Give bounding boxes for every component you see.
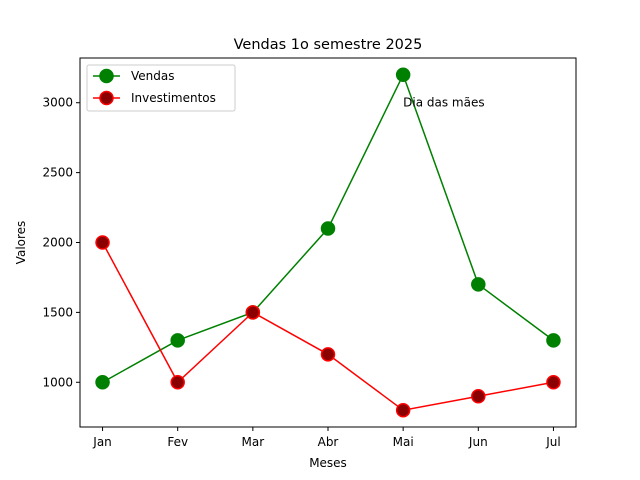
- legend-item: Investimentos: [93, 90, 216, 106]
- legend-marker: [99, 90, 114, 106]
- x-tick-label: Mai: [393, 435, 414, 449]
- x-axis: Jan Fev Mar Abr Mai Jun Jul: [92, 427, 561, 449]
- series-line: [101, 242, 554, 412]
- series-layer: [95, 67, 561, 418]
- legend: Vendas Investimentos: [86, 64, 236, 112]
- x-tick-label: Jan: [92, 435, 112, 449]
- y-tick-label: 2500: [42, 166, 73, 180]
- y-axis: 1000 1500 2000 2500 3000: [42, 96, 80, 389]
- plot-area-frame: [79, 57, 577, 428]
- data-point: [320, 347, 336, 362]
- data-point: [245, 305, 261, 320]
- legend-marker: [99, 68, 114, 84]
- data-point: [395, 402, 411, 418]
- data-point: [95, 235, 110, 250]
- x-axis-label: Meses: [309, 456, 347, 470]
- y-tick-label: 2000: [42, 236, 73, 250]
- y-axis-label: Valores: [14, 221, 28, 265]
- chart-title: Vendas 1o semestre 2025: [234, 37, 423, 53]
- y-tick-label: 1500: [42, 305, 73, 319]
- x-tick-label: Jul: [545, 435, 560, 449]
- data-point: [546, 333, 561, 348]
- series-investimentos: [95, 235, 561, 418]
- annotation-label: Dia das mães: [403, 96, 484, 110]
- data-point: [170, 333, 185, 348]
- annotation-layer: Dia das mães: [403, 96, 484, 110]
- data-point: [170, 375, 185, 390]
- legend-label: Investimentos: [131, 91, 216, 105]
- x-tick-label: Abr: [318, 435, 339, 449]
- data-point: [320, 221, 336, 236]
- legend-frame: [86, 64, 236, 112]
- series-vendas: [95, 67, 561, 390]
- data-point: [546, 375, 561, 390]
- data-point: [95, 375, 110, 390]
- y-tick-label: 3000: [42, 96, 73, 110]
- x-tick-label: Jun: [468, 435, 488, 449]
- y-tick-label: 1000: [42, 375, 73, 389]
- data-point: [471, 389, 486, 404]
- data-point: [471, 277, 486, 292]
- legend-label: Vendas: [131, 69, 175, 83]
- legend-item: Vendas: [93, 68, 175, 84]
- x-tick-label: Fev: [167, 435, 188, 449]
- x-tick-label: Mar: [242, 435, 265, 449]
- data-point: [395, 67, 411, 83]
